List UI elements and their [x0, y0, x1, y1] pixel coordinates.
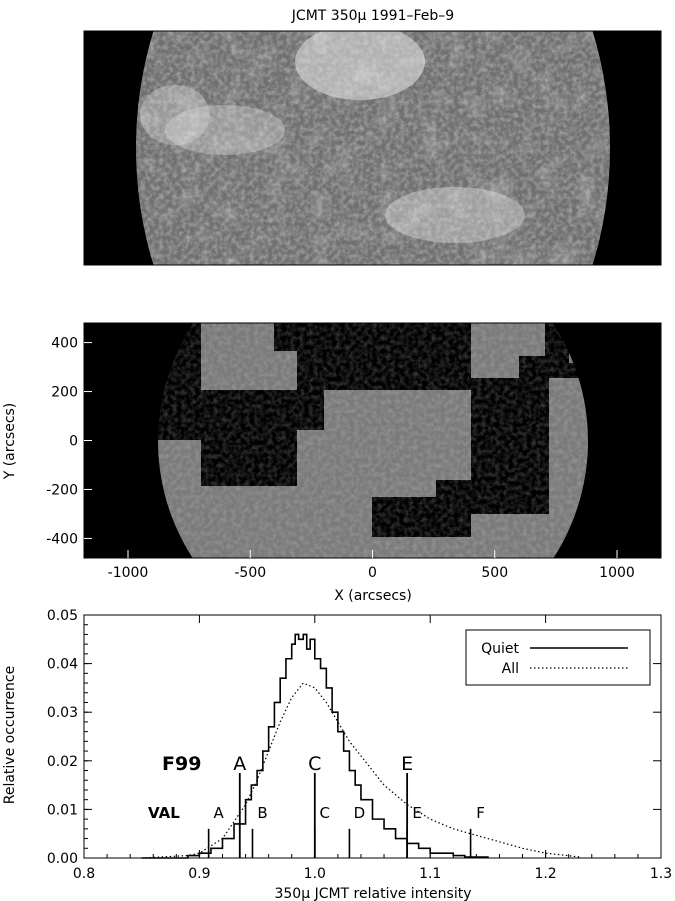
val-marker-label: A	[213, 804, 224, 822]
middle-ytick-label: -200	[46, 482, 78, 498]
middle-xtick-label: -500	[234, 565, 266, 581]
figure-title: JCMT 350μ 1991–Feb–9	[291, 8, 454, 24]
histogram-panel: 0.8 0.9 1.0 1.1 1.2 1.3 0.00 0.01 0.02 0.03 0.04 0.…	[47, 608, 672, 882]
hist-xtick-label: 0.8	[73, 866, 95, 882]
top-panel-frame	[83, 30, 662, 266]
val-marker-label: D	[354, 804, 366, 822]
middle-xtick-label: -1000	[108, 565, 149, 581]
middle-texture	[158, 323, 588, 558]
hist-ytick-label: 0.02	[47, 754, 78, 770]
hist-xtick-label: 0.9	[188, 866, 210, 882]
top-image-panel	[83, 30, 662, 266]
val-marker-label: B	[257, 804, 267, 822]
val-label: VAL	[148, 804, 180, 822]
legend: Quiet All	[465, 629, 651, 686]
middle-ytick-label: 400	[51, 336, 78, 352]
hist-ytick-label: 0.04	[47, 657, 78, 673]
histogram-xlabel: 350μ JCMT relative intensity	[274, 886, 471, 901]
middle-xlabel: X (arcsecs)	[334, 588, 412, 604]
middle-xtick-label: 0	[368, 565, 377, 581]
f99-marker-label: C	[308, 753, 321, 775]
val-marker-label: E	[412, 804, 421, 822]
f99-marker-label: A	[233, 753, 246, 775]
hist-ytick-label: 0.00	[47, 851, 78, 867]
hist-ytick-label: 0.03	[47, 705, 78, 721]
middle-ylabel: Y (arcsecs)	[2, 403, 18, 481]
histogram-ylabel: Relative occurrence	[2, 666, 18, 805]
hist-ytick-label: 0.05	[47, 608, 78, 624]
middle-axes: -1000 -500 0 500 1000 400 200 0 -200 -400	[46, 336, 635, 581]
histogram-plot: 0.8 0.9 1.0 1.1 1.2 1.3 0.00 0.01 0.02 0.03 0.04 0.…	[47, 608, 672, 882]
f99-marker-label: E	[401, 753, 413, 775]
val-marker-label: F	[476, 804, 485, 822]
middle-ytick-label: 200	[51, 385, 78, 401]
legend-box	[465, 629, 651, 686]
middle-xtick-label: 500	[481, 565, 508, 581]
val-marker-label: C	[320, 804, 330, 822]
f99-label: F99	[162, 753, 201, 775]
middle-ytick-label: -400	[46, 531, 78, 547]
middle-ytick-label: 0	[69, 434, 78, 450]
middle-image-panel	[83, 322, 662, 559]
series-quiet	[141, 633, 489, 859]
top-disk-blobs	[136, 31, 610, 265]
hist-xtick-label: 1.0	[304, 866, 326, 882]
hist-ytick-label: 0.01	[47, 802, 78, 818]
legend-label-quiet: Quiet	[481, 641, 519, 657]
hist-xtick-label: 1.3	[650, 866, 672, 882]
hist-xtick-label: 1.2	[534, 866, 556, 882]
legend-label-all: All	[502, 661, 519, 677]
hist-xtick-label: 1.1	[419, 866, 441, 882]
middle-xtick-label: 1000	[599, 565, 635, 581]
